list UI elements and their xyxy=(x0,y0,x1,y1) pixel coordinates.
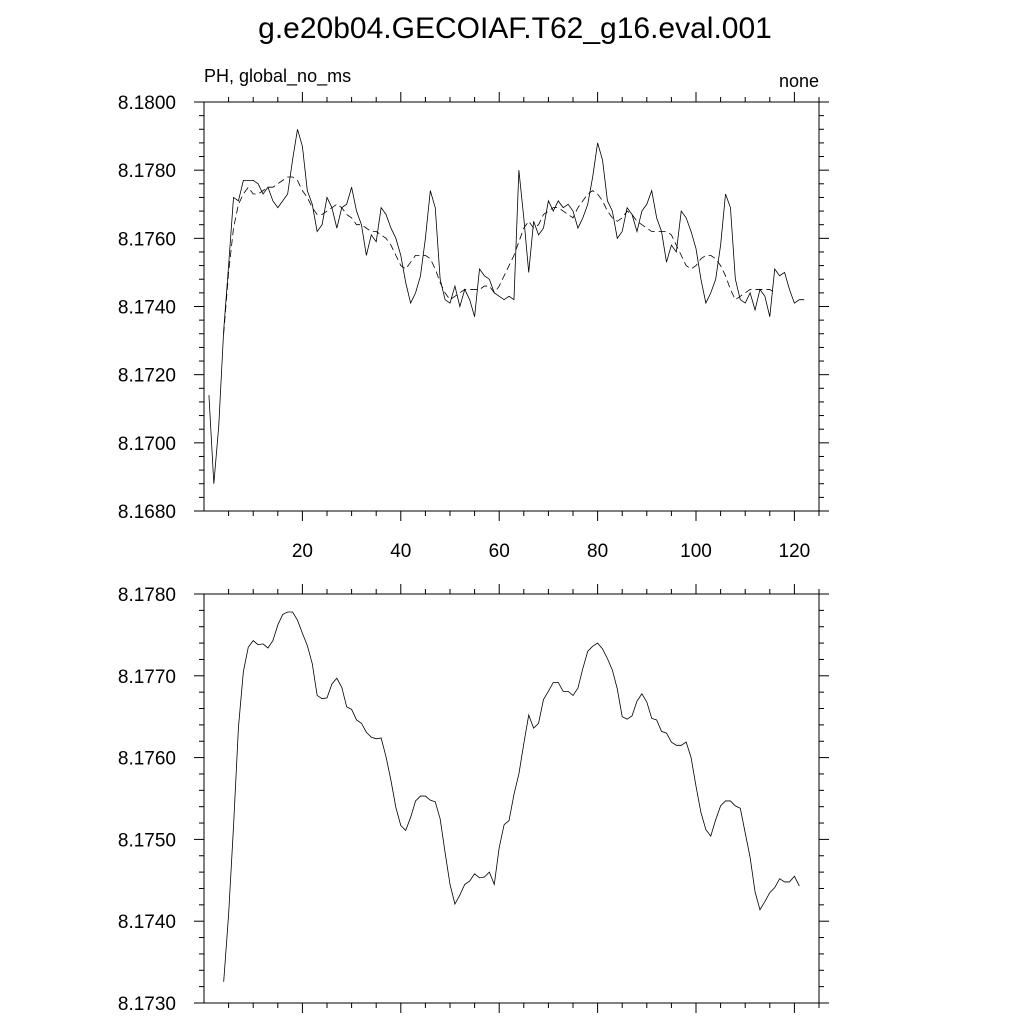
y-tick-label: 8.1760 xyxy=(118,749,176,770)
series-line-dashed xyxy=(223,176,775,334)
y-tick-label: 8.1750 xyxy=(118,830,176,851)
x-tick-label: 100 xyxy=(680,541,712,562)
plot-frame xyxy=(203,101,820,512)
y-tick-label: 8.1770 xyxy=(118,667,176,688)
chart-panel-top: 8.1680 8.1700 8.1720 8.1740 8.1760 8.1780 8.18… xyxy=(118,92,829,562)
panel-1-units-label: none xyxy=(779,71,819,91)
y-tick-label: 8.1800 xyxy=(118,93,176,114)
y-tick-label: 8.1740 xyxy=(118,912,176,933)
plot-frame xyxy=(203,593,820,1004)
chart-panel-bottom: 8.1730 8.1740 8.1750 8.1760 8.1770 8.1780 xyxy=(118,584,829,1015)
series-line-solid xyxy=(223,611,800,982)
y-tick-label: 8.1700 xyxy=(118,434,176,455)
panel-1-variable-label: PH, global_no_ms xyxy=(204,66,351,87)
x-tick-label: 120 xyxy=(779,541,811,562)
x-tick-label: 20 xyxy=(292,541,313,562)
y-tick-label: 8.1730 xyxy=(118,994,176,1015)
y-tick-label: 8.1780 xyxy=(118,161,176,182)
y-tick-label: 8.1780 xyxy=(118,585,176,606)
chart-title: g.e20b04.GECOIAF.T62_g16.eval.001 xyxy=(258,12,772,45)
x-tick-label: 80 xyxy=(587,541,608,562)
y-tick-label: 8.1760 xyxy=(118,229,176,250)
x-tick-label: 40 xyxy=(390,541,411,562)
y-tick-label: 8.1740 xyxy=(118,298,176,319)
series-line-solid xyxy=(208,129,805,484)
y-tick-label: 8.1720 xyxy=(118,366,176,387)
y-tick-label: 8.1680 xyxy=(118,502,176,523)
x-tick-label: 60 xyxy=(489,541,510,562)
